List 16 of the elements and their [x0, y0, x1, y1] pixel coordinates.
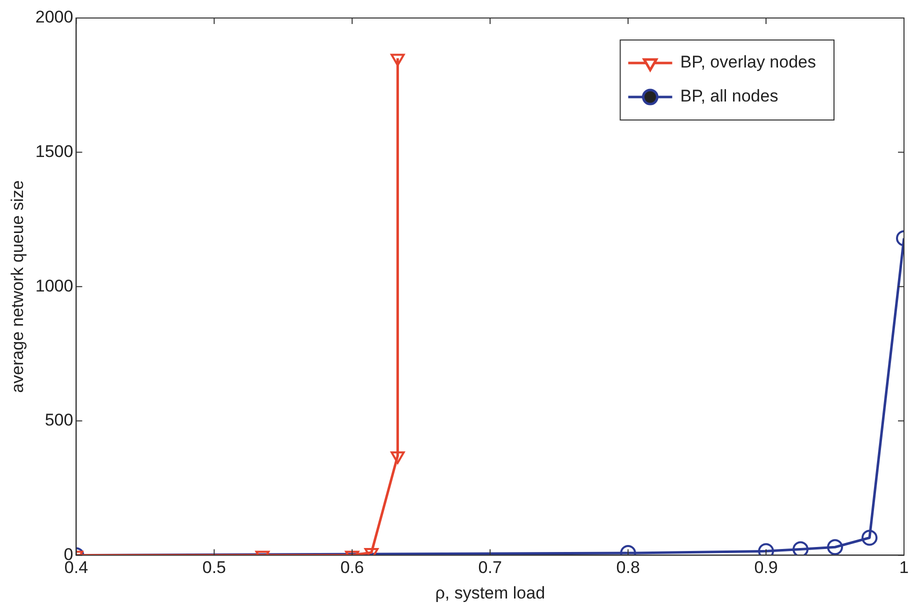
- x-tick-label: 0.6: [340, 558, 364, 578]
- y-tick-label: 500: [44, 410, 74, 430]
- x-tick-label: 1: [899, 558, 909, 578]
- legend-label: BP, overlay nodes: [680, 52, 816, 72]
- x-tick-label: 0.9: [754, 558, 778, 578]
- legend-label: BP, all nodes: [680, 86, 778, 106]
- y-tick-label: 1000: [35, 276, 74, 296]
- x-tick-label: 0.7: [478, 558, 502, 578]
- y-axis-title: average network queue size: [8, 180, 27, 393]
- x-tick-label: 0.8: [616, 558, 640, 578]
- y-tick-label: 1500: [35, 142, 74, 161]
- x-axis-title: ρ, system load: [435, 583, 546, 602]
- x-tick-label: 0.5: [202, 558, 226, 578]
- point: [792, 541, 809, 556]
- point: [390, 54, 405, 66]
- y-tick-label: 2000: [35, 8, 74, 27]
